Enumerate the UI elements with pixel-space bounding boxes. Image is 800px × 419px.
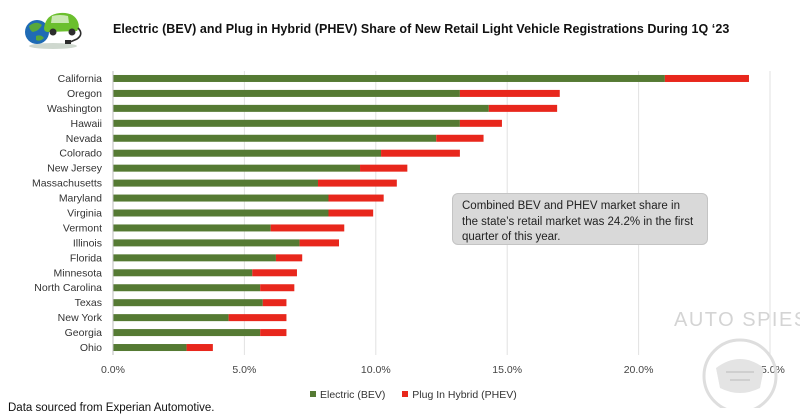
bar-phev bbox=[664, 74, 749, 82]
bar-bev bbox=[113, 209, 329, 217]
bar-phev bbox=[270, 224, 345, 232]
legend-label-bev: Electric (BEV) bbox=[320, 389, 386, 401]
bar-phev bbox=[317, 179, 397, 187]
category-label: North Carolina bbox=[34, 282, 102, 294]
category-label: Massachusetts bbox=[32, 178, 102, 190]
x-tick-label: 20.0% bbox=[624, 364, 654, 376]
legend-item-bev: Electric (BEV) bbox=[310, 389, 385, 401]
auto-spies-emblem-icon bbox=[702, 338, 778, 408]
bar-phev bbox=[260, 284, 295, 292]
bar-bev bbox=[113, 254, 276, 262]
bar-bev bbox=[113, 104, 489, 112]
bar-bev bbox=[113, 119, 460, 127]
legend-item-phev: Plug In Hybrid (PHEV) bbox=[402, 389, 517, 401]
legend-swatch-phev bbox=[402, 391, 409, 397]
bar-phev bbox=[186, 344, 213, 352]
legend-swatch-bev bbox=[310, 391, 316, 397]
bar-bev bbox=[113, 314, 229, 322]
chart-title: Electric (BEV) and Plug in Hybrid (PHEV)… bbox=[113, 22, 730, 36]
category-label: New York bbox=[58, 312, 103, 324]
category-label: Florida bbox=[70, 252, 102, 264]
bar-bev bbox=[113, 224, 271, 232]
bar-bev bbox=[113, 149, 382, 157]
category-label: Illinois bbox=[73, 237, 102, 249]
bar-bev bbox=[113, 89, 460, 97]
category-label: Nevada bbox=[66, 133, 102, 145]
bar-bev bbox=[113, 164, 361, 172]
bar-phev bbox=[260, 329, 287, 337]
category-label: Hawaii bbox=[70, 118, 102, 130]
bar-phev bbox=[488, 104, 558, 112]
category-label: Washington bbox=[47, 103, 102, 115]
bar-bev bbox=[113, 194, 329, 202]
green-car-plug-logo-icon bbox=[25, 12, 82, 49]
bar-phev bbox=[459, 89, 560, 97]
category-label: Ohio bbox=[80, 342, 102, 354]
category-label: Texas bbox=[75, 297, 102, 309]
x-tick-label: 10.0% bbox=[361, 364, 391, 376]
bar-phev bbox=[262, 299, 287, 307]
bar-phev bbox=[252, 269, 297, 277]
category-label: New Jersey bbox=[47, 163, 103, 175]
bar-phev bbox=[381, 149, 460, 157]
bar-phev bbox=[275, 254, 303, 262]
category-label: Virginia bbox=[67, 208, 102, 220]
bar-bev bbox=[113, 329, 261, 337]
category-label: California bbox=[58, 73, 103, 85]
source-note: Data sourced from Experian Automotive. bbox=[8, 402, 215, 414]
bar-bev bbox=[113, 179, 318, 187]
bar-phev bbox=[328, 194, 384, 202]
category-label: Colorado bbox=[59, 148, 102, 160]
bar-phev bbox=[299, 239, 340, 247]
x-tick-label: 0.0% bbox=[101, 364, 125, 376]
bar-bev bbox=[113, 344, 187, 352]
watermark-text: AUTO SPIES bbox=[674, 309, 800, 331]
chart-legend: Electric (BEV) Plug In Hybrid (PHEV) bbox=[310, 389, 531, 401]
legend-label-phev: Plug In Hybrid (PHEV) bbox=[412, 389, 517, 401]
bar-bev bbox=[113, 134, 437, 142]
bar-phev bbox=[459, 119, 502, 127]
x-tick-label: 15.0% bbox=[492, 364, 522, 376]
category-label: Oregon bbox=[67, 88, 102, 100]
bar-bev bbox=[113, 239, 300, 247]
bar-phev bbox=[436, 134, 484, 142]
bar-bev bbox=[113, 284, 261, 292]
bar-phev bbox=[228, 314, 287, 322]
category-label: Vermont bbox=[63, 222, 102, 234]
bar-bev bbox=[113, 269, 253, 277]
category-label: Maryland bbox=[59, 193, 102, 205]
category-label: Minnesota bbox=[54, 267, 103, 279]
annotation-callout: Combined BEV and PHEV market share in th… bbox=[452, 193, 708, 245]
x-tick-label: 5.0% bbox=[232, 364, 256, 376]
bar-bev bbox=[113, 74, 665, 82]
bar-bev bbox=[113, 299, 263, 307]
category-label: Georgia bbox=[65, 327, 103, 339]
bar-phev bbox=[328, 209, 374, 217]
bar-phev bbox=[360, 164, 408, 172]
